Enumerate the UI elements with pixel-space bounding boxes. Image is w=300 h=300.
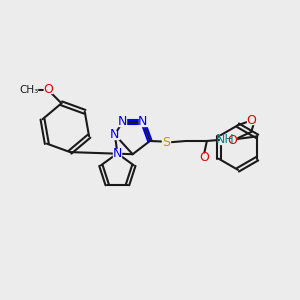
Text: O: O bbox=[200, 151, 209, 164]
Text: NH: NH bbox=[216, 133, 235, 146]
Text: N: N bbox=[118, 115, 127, 128]
Bar bbox=[201, 154, 208, 160]
Text: N: N bbox=[113, 147, 122, 160]
Bar bbox=[113, 149, 121, 158]
Bar bbox=[220, 136, 231, 144]
Bar bbox=[229, 137, 236, 144]
Text: CH₃: CH₃ bbox=[20, 85, 39, 95]
Bar bbox=[118, 118, 126, 126]
Text: O: O bbox=[43, 83, 53, 96]
Text: O: O bbox=[246, 114, 256, 127]
Bar bbox=[21, 86, 37, 93]
Bar bbox=[162, 139, 170, 146]
Text: O: O bbox=[227, 134, 237, 147]
Bar bbox=[111, 131, 119, 139]
Text: S: S bbox=[162, 136, 170, 149]
Text: N: N bbox=[110, 128, 120, 141]
Bar bbox=[44, 86, 52, 93]
Bar bbox=[139, 118, 147, 126]
Text: N: N bbox=[138, 115, 148, 128]
Bar bbox=[247, 117, 254, 124]
